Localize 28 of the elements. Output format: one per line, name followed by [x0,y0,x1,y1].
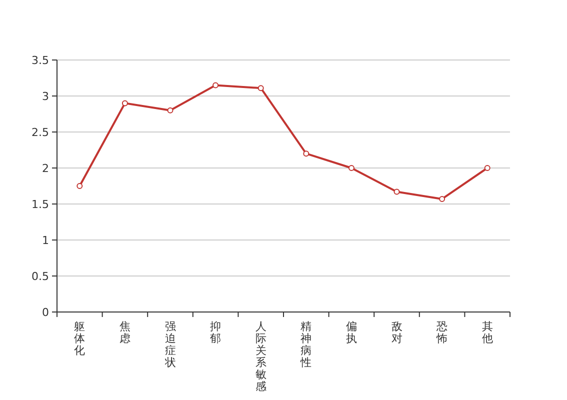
y-tick-label: 1.5 [32,198,49,211]
point [439,196,446,202]
point [122,100,128,106]
x-tick-label: 精神病性 [300,320,312,369]
x-tick-label: 恐怖 [436,320,448,345]
x-tick-label: 躯体化 [74,320,86,357]
x-tick-label: 抑郁 [210,320,222,345]
x-tick-label: 焦虑 [119,320,130,345]
point [348,165,354,171]
x-tick-label: 偏执 [346,320,357,345]
x-tick-label: 敌对 [391,320,402,345]
point [484,165,490,171]
x-tick-label: 其他 [482,320,493,345]
x-tick-label: 强迫症状 [164,320,176,369]
point [394,188,400,195]
point [167,107,174,114]
y-tick-label: 3 [42,90,49,103]
point [76,183,83,189]
y-tick-label: 0 [42,306,49,319]
y-tick-label: 1 [42,234,49,247]
y-tick-label: 2.5 [32,126,49,139]
point [258,85,264,92]
x-tick-label: 人际关系敏感 [255,320,266,393]
point [303,150,310,157]
point [212,82,219,88]
y-tick-label: 0.5 [32,270,49,283]
y-tick-label: 3.5 [32,54,49,67]
y-tick-label: 2 [42,162,49,175]
